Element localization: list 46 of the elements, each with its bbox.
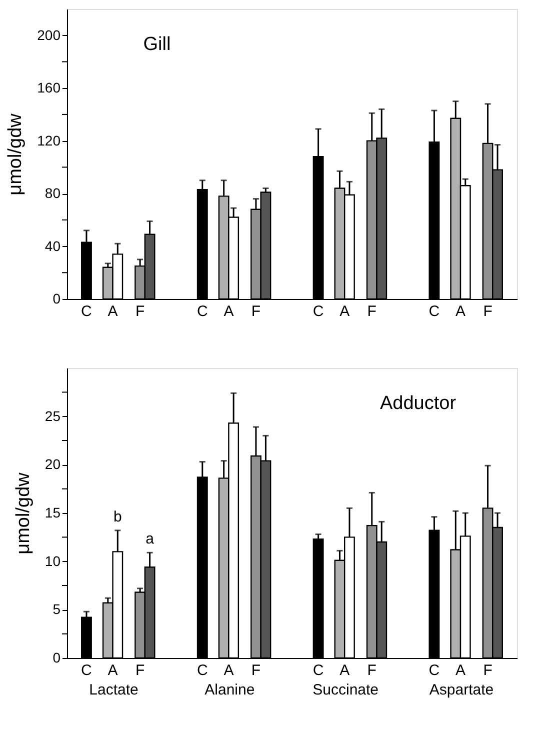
y-tick-label: 25 [44,408,61,424]
text: A [108,662,118,679]
y-axis-title: μmol/gdw [12,472,34,554]
text: C [196,662,208,679]
text: A [456,662,466,679]
text: C [81,662,92,679]
text: C [428,303,440,320]
y-tick-label: 15 [44,504,61,520]
text: F [367,303,376,320]
y-tick-label: 10 [44,552,61,569]
text: A [224,662,234,679]
text: F [483,662,492,679]
text: F [251,662,261,679]
text: Gill [143,34,171,56]
text: A [456,303,466,320]
x-tick-label: Lactate [89,682,138,698]
y-tick-label: 160 [37,80,61,96]
annotation: a [146,530,155,548]
y-tick-label: 80 [44,185,61,202]
y-tick-label: 40 [44,238,61,254]
text: A [108,303,118,320]
text: C [428,662,440,679]
x-tick-label: Succinate [312,682,379,698]
text: C [312,303,324,320]
y-tick-label: 120 [37,132,61,148]
y-tick-label: 200 [37,26,61,43]
x-tick-label: Alanine [204,682,255,698]
y-tick-label: 0 [52,650,61,666]
x-tick-label: Aspartate [429,682,494,698]
y-tick-label: 20 [44,456,61,472]
text: C [312,662,324,679]
text: C [196,303,208,320]
text: F [135,662,145,679]
text: F [135,303,145,320]
text: A [224,303,234,320]
text: F [367,662,376,679]
text: A [340,662,350,679]
text: C [81,303,92,320]
text: A [340,303,350,320]
y-tick-label: 5 [52,601,61,618]
y-axis-title: μmol/gdw [5,113,26,196]
y-tick-label: 0 [52,290,61,306]
text: F [483,303,492,320]
annotation: b [113,508,122,526]
text: Adductor [380,393,457,414]
text: F [251,303,261,320]
